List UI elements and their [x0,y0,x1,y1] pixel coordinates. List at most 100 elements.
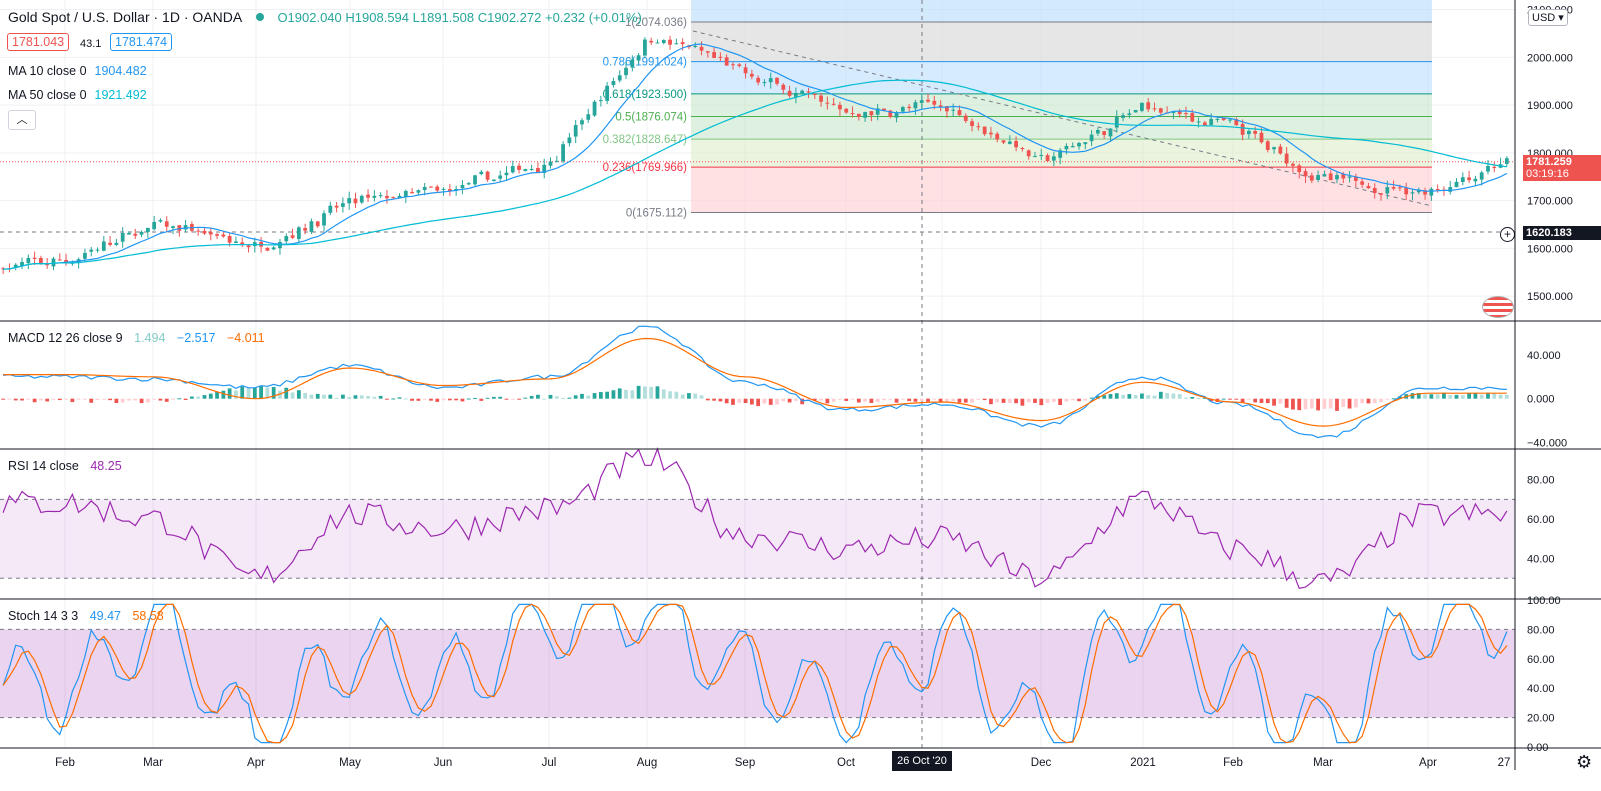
macd-histogram-bar [1196,398,1201,400]
rsi-pane[interactable] [0,447,1515,589]
macd-pane[interactable] [1,325,1509,439]
macd-histogram-bar [1121,394,1125,399]
macd-histogram-bar [1429,394,1434,399]
candle-body [1228,119,1232,121]
ma10-legend[interactable]: MA 10 close 0 1904.482 [8,64,155,78]
add-alert-icon[interactable]: + [1500,227,1515,242]
macd-histogram-bar [1486,392,1490,399]
macd-histogram-bar [83,398,87,400]
macd-histogram-bar [1171,393,1176,399]
candle-body [1033,156,1037,158]
candle-body [1108,128,1113,137]
candle-body [775,77,779,84]
macd-histogram-bar [919,398,924,402]
candle-body [95,249,100,251]
candle-body [1064,145,1069,150]
price-tick-label: 1900.000 [1527,100,1573,112]
candle-body [177,225,182,231]
candle-body [1020,148,1025,150]
collapse-legend-button[interactable]: ︿ [8,110,36,130]
ma50-legend[interactable]: MA 50 close 0 1921.492 [8,88,155,102]
candle-body [825,102,830,104]
fibonacci-retracement[interactable]: 1(2074.036) 0.786(1991.024) 0.618(1923.500… [0,0,1515,748]
macd-histogram-bar [1379,398,1383,403]
macd-histogram-bar [1190,396,1195,399]
macd-legend[interactable]: MACD 12 26 close 9 1.494 −2.517 −4.011 [8,331,273,345]
stoch-tick-label: 80.00 [1527,624,1555,636]
macd-histogram-bar [1297,398,1302,411]
candle-body [240,242,245,246]
candle-body [1467,177,1471,181]
candle-body [435,186,440,191]
candle-body [460,184,465,189]
sell-price-box[interactable]: 1781.043 [7,33,70,51]
candle-body [617,75,622,81]
candle-body [554,160,559,162]
legend-header: Gold Spot / U.S. Dollar · 1D · OANDA O19… [8,9,642,25]
macd-histogram-bar [794,398,798,401]
macd-histogram-bar [284,387,289,399]
macd-histogram-bar [359,395,364,399]
events-flag-icon[interactable] [1482,296,1514,318]
macd-tick-label: 0.000 [1527,394,1555,406]
macd-histogram-bar [580,393,584,399]
time-tick-label: May [339,757,361,769]
candle-body [800,90,805,95]
candle-body [718,56,723,58]
gear-icon[interactable]: ⚙ [1576,752,1593,772]
chevron-up-icon: ︿ [16,114,28,126]
macd-histogram-bar [145,398,150,403]
candle-body [542,164,547,174]
candle-body [1416,189,1421,193]
macd-histogram-bar [1247,398,1251,400]
stoch-legend[interactable]: Stoch 14 3 3 49.47 58.58 [8,609,172,623]
candle-body [1291,163,1295,166]
macd-histogram-bar [643,386,647,399]
macd-histogram-bar [963,398,968,403]
market-status-icon [255,13,264,21]
stoch-tick-label: 60.00 [1527,654,1555,666]
candle-body [1096,129,1100,134]
macd-histogram-bar [624,389,628,399]
macd-histogram-bar [328,394,333,399]
stoch-pane[interactable] [0,603,1515,744]
macd-histogram-bar [863,398,867,402]
currency-button[interactable]: USD ▾ [1528,9,1568,26]
candle-body [598,100,603,102]
macd-histogram-bar [353,395,358,399]
candle-body [907,106,912,109]
candle-body [39,257,43,264]
candle-body [882,108,886,111]
macd-histogram-bar [183,398,188,401]
macd-histogram-bar [630,390,635,399]
candle-body [1435,188,1440,190]
candle-body [1007,141,1012,144]
candle-body [1410,192,1415,194]
candle-body [1398,187,1402,189]
candle-body [693,45,698,47]
candle-body [366,194,370,198]
buy-price-box[interactable]: 1781.474 [110,33,173,51]
candle-body [1259,132,1264,143]
candle-body [970,121,974,127]
stoch-k-value: 49.47 [89,609,121,623]
macd-histogram-bar [882,398,886,401]
rsi-legend[interactable]: RSI 14 close 48.25 [8,459,130,473]
price-pane[interactable] [1,35,1509,275]
candle-body [1234,119,1239,126]
symbol-title[interactable]: Gold Spot / U.S. Dollar · 1D · OANDA [8,9,243,25]
time-tick-label: Feb [55,757,75,769]
price-tick-label: 1600.000 [1527,243,1573,255]
candle-body [296,227,301,239]
macd-histogram-bar [1448,395,1453,399]
macd-histogram-bar [844,398,849,401]
candle-body [372,195,377,198]
candle-body [768,78,773,83]
candle-body [139,231,144,235]
candle-body [573,125,578,137]
macd-histogram-bar [938,398,943,402]
candle-body [1379,193,1383,195]
candle-body [385,195,389,199]
candle-body [1196,121,1201,123]
